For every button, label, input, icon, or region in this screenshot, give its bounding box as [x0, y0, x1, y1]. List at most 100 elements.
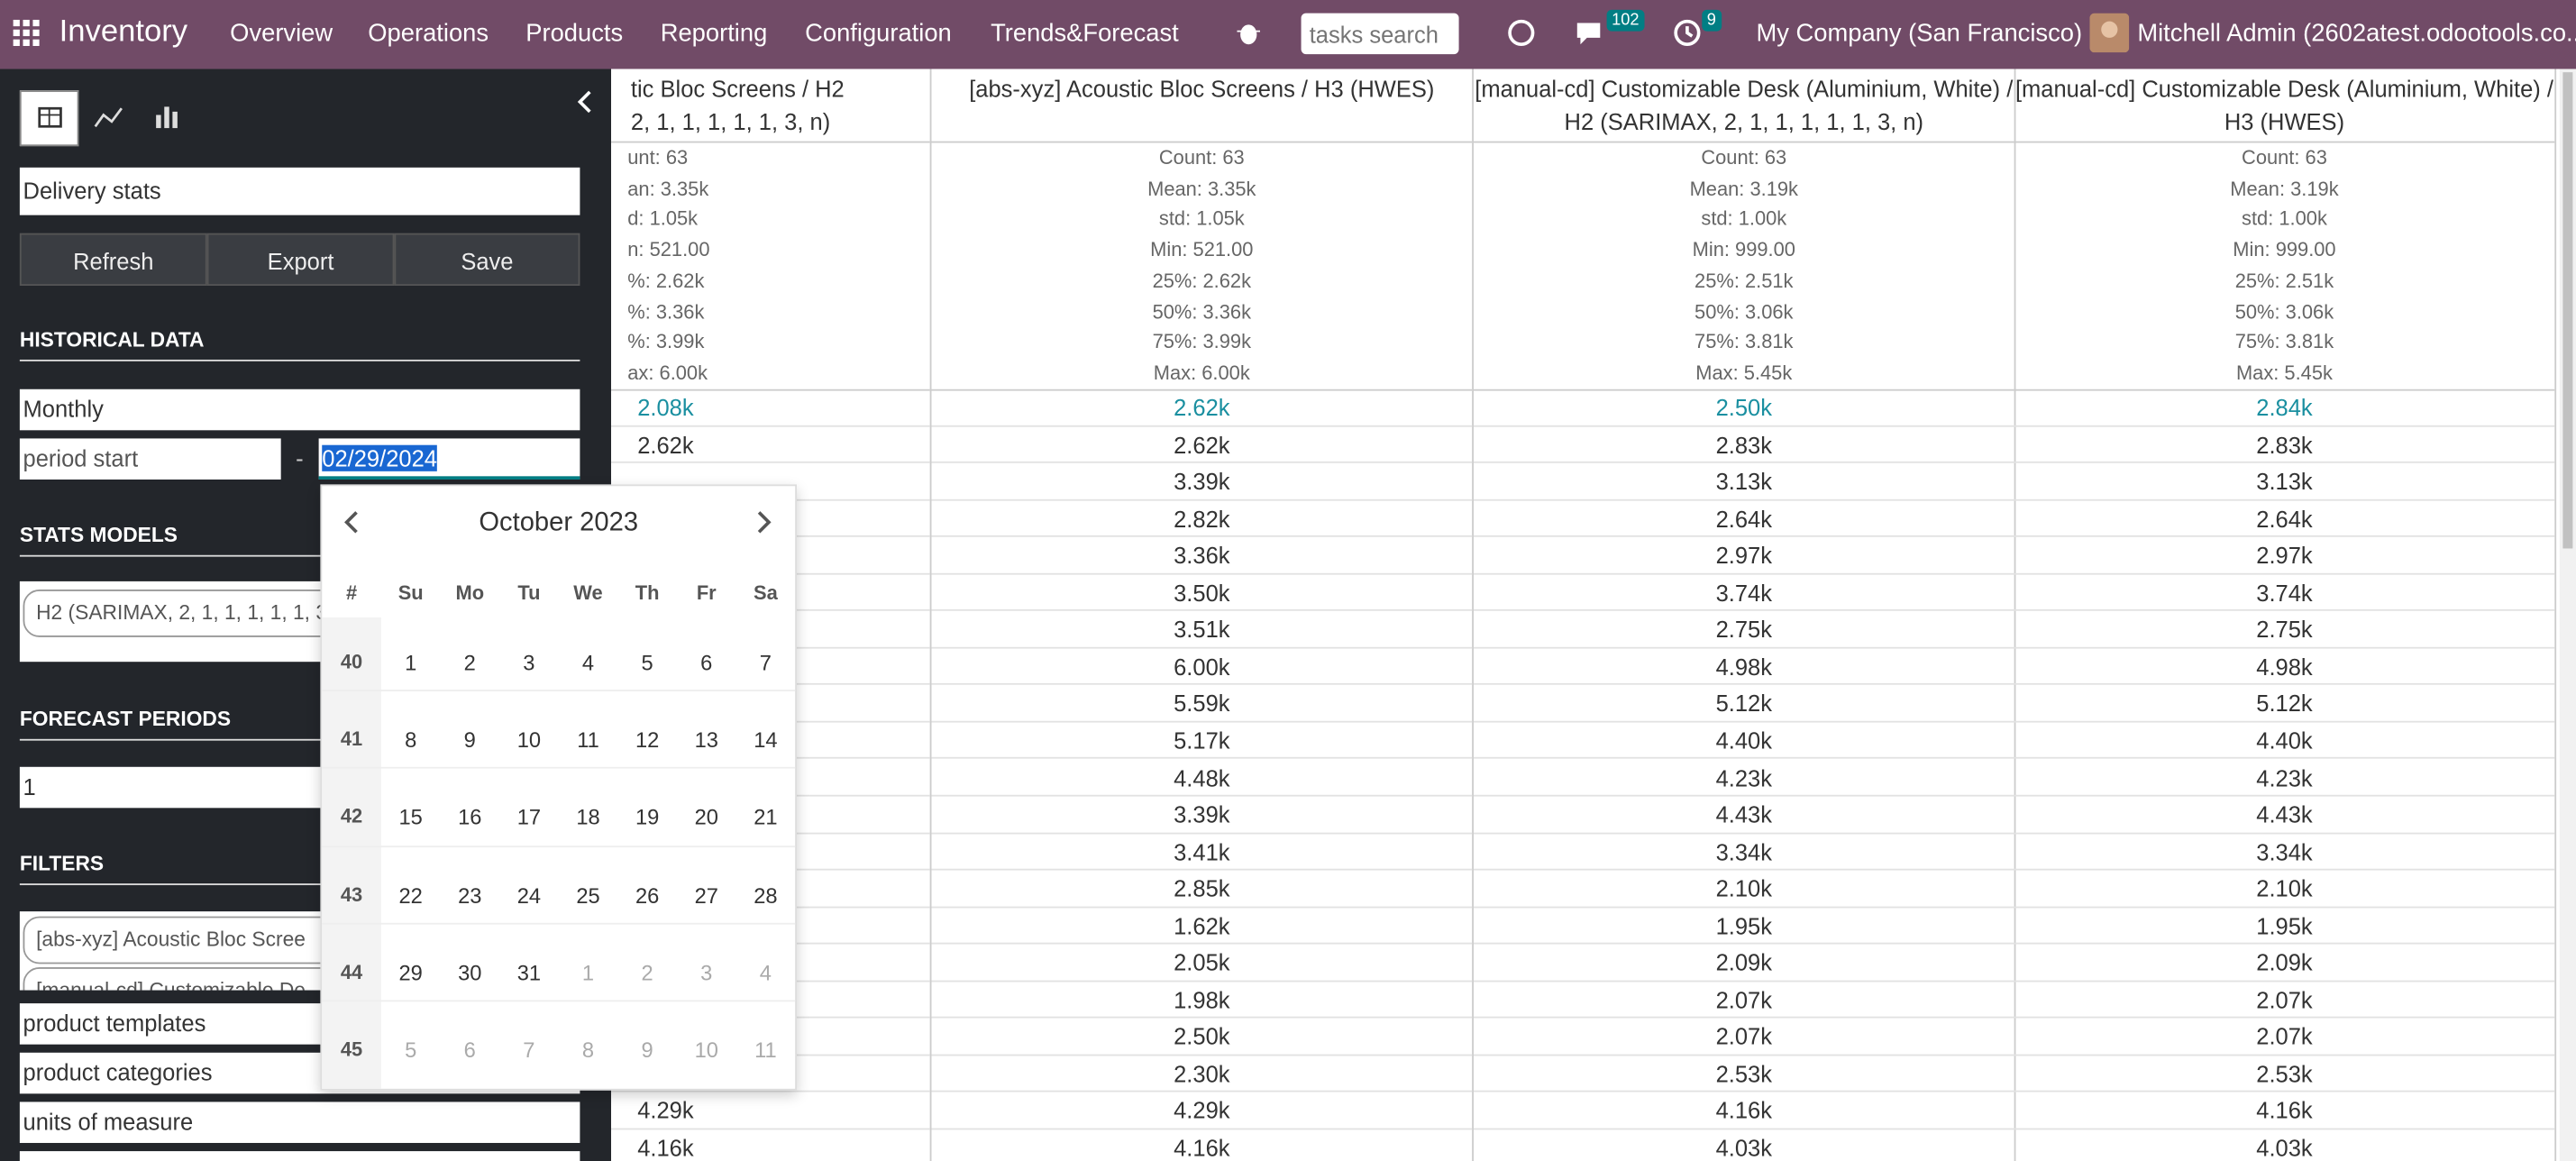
export-btn[interactable]: Export [206, 233, 395, 286]
day[interactable]: 10 [694, 1038, 718, 1063]
day[interactable]: 3 [700, 960, 713, 985]
day[interactable]: 22 [398, 882, 423, 908]
stat-cell: Mean: 3.19k [2230, 177, 2339, 200]
menu-item[interactable]: Operations [368, 19, 489, 48]
day[interactable]: 10 [516, 727, 542, 753]
next-month[interactable] [754, 511, 774, 535]
value-cell: 3.74k [2014, 574, 2555, 612]
stat-cell: Mean: 3.19k [1689, 177, 1798, 200]
day[interactable]: 2 [463, 650, 476, 675]
day[interactable]: 21 [754, 805, 778, 830]
day[interactable]: 4 [581, 650, 595, 675]
column-header: [manual-cd] Customizable Desk (Aluminium… [2014, 69, 2555, 143]
day[interactable]: 16 [458, 805, 482, 830]
day[interactable]: 28 [754, 882, 778, 908]
menu-item[interactable]: Products [525, 19, 624, 48]
weekday-header: # [345, 580, 358, 605]
period-start-input[interactable]: period start [19, 438, 281, 480]
day[interactable]: 14 [754, 727, 778, 753]
collapse-icon[interactable] [575, 88, 595, 114]
period-select[interactable]: Monthly [19, 389, 580, 431]
week-number: 40 [340, 650, 363, 673]
table-view-btn[interactable] [19, 90, 79, 147]
week-number: 44 [340, 960, 363, 983]
company[interactable]: My Company (San Francisco) [1756, 19, 2083, 48]
day[interactable]: 30 [458, 960, 482, 985]
day[interactable]: 9 [463, 727, 476, 753]
day[interactable]: 5 [641, 650, 653, 675]
stat-cell: Min: 999.00 [1692, 238, 1795, 261]
app-name[interactable]: Inventory [59, 14, 188, 50]
day[interactable]: 9 [641, 1038, 653, 1063]
day[interactable]: 6 [463, 1038, 476, 1063]
day[interactable]: 27 [694, 882, 718, 908]
day[interactable]: 6 [700, 650, 713, 675]
value-cell: 2.07k [2014, 982, 2555, 1019]
clock-icon[interactable] [1673, 18, 1703, 48]
stat-cell: Count: 63 [1701, 146, 1787, 169]
day[interactable]: 24 [516, 882, 542, 908]
day[interactable]: 3 [523, 650, 535, 675]
filter-input[interactable]: units of measure [19, 1102, 580, 1143]
day[interactable]: 26 [635, 882, 660, 908]
stats-divider [611, 389, 930, 391]
value-cell: 2.83k [1473, 426, 2014, 463]
date-picker: October 2023 # Su Mo Tu We Th Fr Sa 40 1 2 3 4 5 6 7 41 8… [320, 484, 798, 1091]
day[interactable]: 1 [581, 960, 595, 985]
day[interactable]: 8 [581, 1038, 595, 1063]
search-input[interactable] [1301, 13, 1459, 55]
scroll-thumb[interactable] [2562, 72, 2573, 549]
day[interactable]: 31 [516, 960, 542, 985]
day[interactable]: 11 [754, 1038, 777, 1063]
day[interactable]: 17 [516, 805, 542, 830]
day[interactable]: 11 [577, 727, 599, 753]
menu-item[interactable]: Overview [230, 19, 333, 48]
top-navbar: Inventory Overview Operations Products R… [0, 0, 2576, 69]
model-tag[interactable]: H2 (SARIMAX, 2, 1, 1, 1, 1, 1, 3, [23, 590, 361, 637]
save-btn[interactable]: Save [394, 233, 580, 286]
day[interactable]: 4 [759, 960, 772, 985]
calendar-title[interactable]: October 2023 [479, 508, 639, 537]
filter-input[interactable] [19, 1151, 580, 1161]
prev-month[interactable] [342, 511, 361, 535]
line-view-btn[interactable] [78, 90, 138, 146]
stat-cell: 50%: 3.06k [2234, 299, 2334, 323]
value-cell: 4.43k [1473, 797, 2014, 834]
day[interactable]: 25 [576, 882, 600, 908]
day[interactable]: 23 [458, 882, 482, 908]
apps-icon[interactable] [13, 19, 40, 47]
chat-icon[interactable] [1574, 18, 1606, 48]
bar-view-btn[interactable] [138, 90, 197, 146]
day[interactable]: 2 [641, 960, 653, 985]
menu-item[interactable]: Reporting [660, 19, 768, 48]
day[interactable]: 15 [398, 805, 423, 830]
value-cell: 1.62k [931, 908, 1473, 945]
refresh-btn[interactable]: Refresh [19, 233, 207, 286]
value-cell: 2.64k [1473, 500, 2014, 538]
user[interactable]: Mitchell Admin (2602atest.odootools.co..… [2137, 19, 2576, 48]
day[interactable]: 8 [405, 727, 417, 753]
date-input[interactable]: 02/29/2024 [318, 438, 580, 480]
day[interactable]: 18 [576, 805, 600, 830]
day[interactable]: 7 [759, 650, 772, 675]
debug-icon[interactable] [1236, 18, 1262, 48]
day[interactable]: 1 [405, 650, 417, 675]
week-number: 42 [340, 805, 363, 828]
value-cell: 2.53k [2014, 1056, 2555, 1093]
menu-item[interactable]: Trends&Forecast [991, 19, 1179, 48]
day[interactable]: 20 [694, 805, 718, 830]
day[interactable]: 13 [694, 727, 718, 753]
sync-icon[interactable] [1505, 16, 1538, 49]
avatar[interactable] [2089, 13, 2130, 53]
report-select[interactable]: Delivery stats [19, 167, 580, 215]
scrollbar[interactable] [2559, 69, 2576, 1161]
value-cell: 4.16k [1473, 1092, 2014, 1130]
menu-item[interactable]: Configuration [805, 19, 952, 48]
day[interactable]: 7 [523, 1038, 535, 1063]
stat-cell: Max: 5.45k [2235, 361, 2333, 385]
day[interactable]: 5 [405, 1038, 417, 1063]
day[interactable]: 19 [635, 805, 660, 830]
day[interactable]: 29 [398, 960, 423, 985]
value-cell: 3.51k [931, 611, 1473, 649]
day[interactable]: 12 [635, 727, 660, 753]
